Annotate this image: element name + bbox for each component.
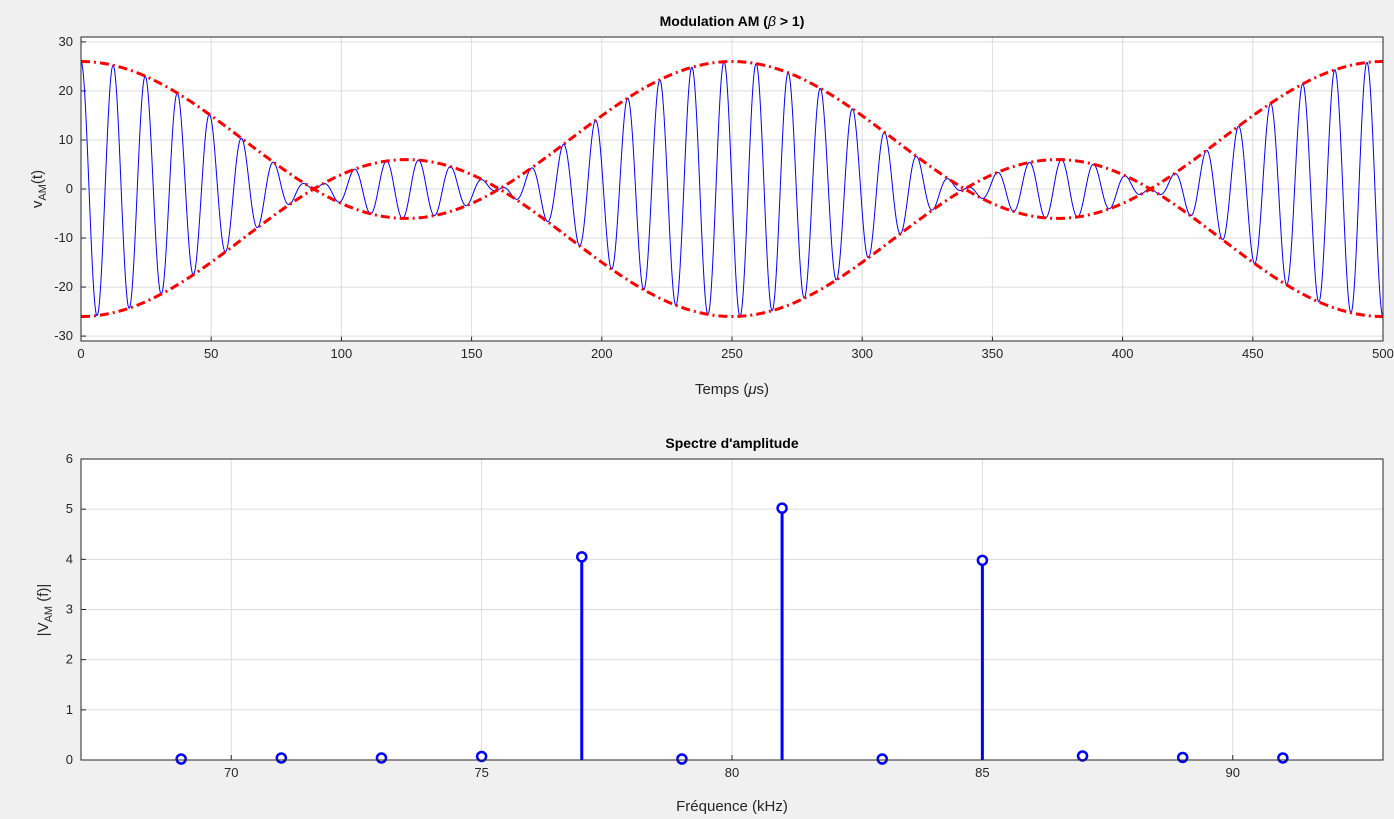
bottom-y-tick-label: 2 [66,652,73,667]
spectrum-plot: 70 75 80 85 90 0 1 2 3 4 5 6 Spectre d'amplitude F… [35,435,1384,815]
top-x-tick-label: 350 [982,346,1004,361]
top-x-tick-labels: 0 50 100 150 200 250 300 350 400 450 500 [77,346,1393,361]
top-x-tick-label: 150 [461,346,483,361]
top-y-axis-label: vAM(t) [29,170,49,208]
top-plot-data [80,60,1384,318]
stem-marker [475,750,488,763]
bottom-y-tick-labels: 0 1 2 3 4 5 6 [66,451,73,767]
am-signal-line [80,61,1384,317]
top-x-tick-label: 500 [1372,346,1394,361]
bottom-y-tick-label: 3 [66,602,73,617]
stem-marker [1176,751,1189,764]
time-domain-plot: 0 50 100 150 200 250 300 350 400 450 500 -30-20-10… [29,13,1394,398]
stem-marker [976,554,989,567]
bottom-x-tick-labels: 70 75 80 85 90 [224,765,1240,780]
stem-marker [576,551,588,563]
bottom-y-tick-label: 0 [66,752,73,767]
top-y-tick-label: 10 [59,132,73,147]
bottom-y-tick-label: 6 [66,451,73,466]
top-y-tick-label: 0 [66,181,73,196]
bottom-y-tick-label: 5 [66,501,73,516]
bottom-x-tick-label: 85 [975,765,989,780]
top-x-tick-label: 400 [1112,346,1134,361]
envelope-lower-line [80,187,1384,318]
top-x-tick-label: 100 [331,346,353,361]
stem-marker [275,752,288,764]
bottom-x-tick-label: 75 [474,765,488,780]
bottom-x-tick-label: 80 [725,765,739,780]
stem-marker [175,753,187,765]
bottom-x-tick-label: 90 [1226,765,1240,780]
top-y-tick-label: -20 [54,279,73,294]
envelope-upper-line [80,60,1384,191]
top-y-tick-label: -10 [54,230,73,245]
top-y-tick-label: 20 [59,83,73,98]
top-x-tick-label: 450 [1242,346,1264,361]
top-y-tick-labels: -30 -20 -10 0 10 20 30 [54,34,73,343]
top-x-axis-label: Temps (μs) [695,381,769,398]
stem-marker [876,753,888,765]
stem-marker [375,752,388,764]
bottom-x-axis-label: Fréquence (kHz) [676,798,788,815]
stem-marker [1076,750,1089,762]
stem-marker [1277,752,1289,764]
top-x-tick-label: 0 [77,346,84,361]
top-y-tick-label: -30 [54,328,73,343]
bottom-y-tick-label: 4 [66,551,73,566]
bottom-y-tick-label: 1 [66,702,73,717]
top-x-tick-label: 50 [204,346,218,361]
bottom-x-tick-label: 70 [224,765,238,780]
stem-marker [776,502,788,514]
top-y-tick-label: 30 [59,34,73,49]
stem-marker [676,753,688,765]
bottom-plot-title: Spectre d'amplitude [665,435,798,451]
top-x-tick-label: 300 [851,346,873,361]
top-plot-title: Modulation AM (β > 1) [660,13,805,29]
top-x-tick-label: 200 [591,346,613,361]
top-x-tick-label: 250 [721,346,743,361]
bottom-y-axis-label: |VAM (f)| [35,584,55,637]
top-grid [80,37,1384,341]
